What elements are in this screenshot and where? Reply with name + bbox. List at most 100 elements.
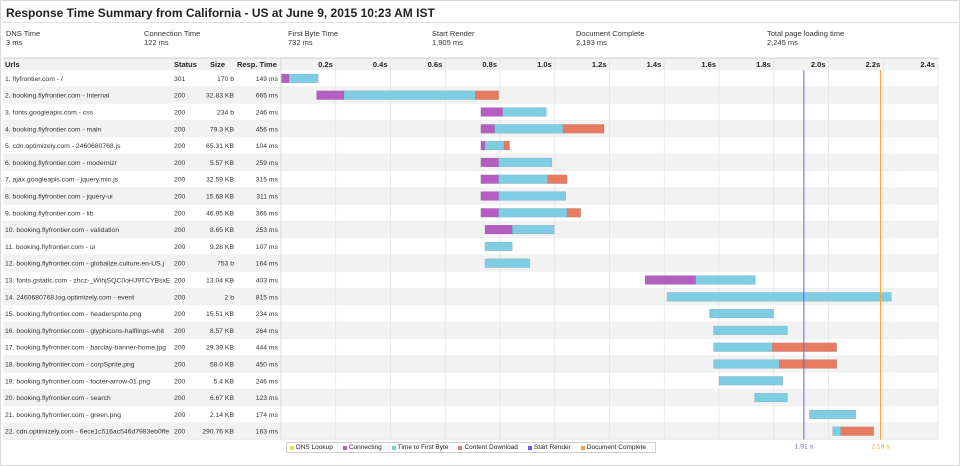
- bar-segment-ttfb: [709, 309, 774, 319]
- bar-segment-ttfb: [498, 191, 566, 201]
- row-size: 9.28 KB: [210, 244, 235, 251]
- table-row: [3, 70, 938, 87]
- bar-segment-connect: [480, 191, 499, 201]
- bar-segment-ttfb: [695, 275, 756, 285]
- summary-connection: Connection Time 122 ms: [144, 29, 200, 47]
- summary-label: DNS Time: [6, 29, 41, 38]
- table-row: [3, 422, 938, 440]
- column-header: Urls: [5, 60, 20, 69]
- row-status: 200: [174, 362, 186, 369]
- row-response-time: 315 ms: [256, 177, 279, 184]
- bar-segment-download: [562, 124, 605, 134]
- row-response-time: 174 ms: [256, 412, 279, 419]
- row-status: 200: [174, 210, 186, 217]
- bar-segment-download: [475, 90, 499, 100]
- row-size: 2.14 KB: [210, 412, 235, 419]
- bar-segment-ttfb: [718, 376, 783, 386]
- legend-label: Time to First Byte: [397, 444, 449, 451]
- legend-label: Document Complete: [586, 444, 647, 451]
- row-url: 6. booking.flyfrontier.com - modernizr: [5, 160, 118, 167]
- summary-value: 2,245 ms: [767, 38, 798, 47]
- row-url: 11. booking.flyfrontier.com - ui: [5, 244, 96, 251]
- bar-segment-ttfb: [498, 208, 568, 218]
- row-response-time: 107 ms: [256, 244, 279, 251]
- row-response-time: 450 ms: [256, 362, 279, 369]
- legend-swatch-ttfb: [391, 445, 396, 450]
- row-response-time: 253 ms: [256, 227, 279, 234]
- row-status: 200: [174, 227, 186, 234]
- x-tick-label: 1.6s: [701, 60, 716, 69]
- summary-label: Document Complete: [576, 29, 645, 38]
- row-status: 200: [174, 244, 186, 251]
- row-url: 19. booking.flyfrontier.com - footer-arr…: [5, 378, 150, 385]
- table-row: [3, 406, 938, 423]
- row-status: 200: [174, 93, 186, 100]
- row-size: 13.04 KB: [206, 278, 234, 285]
- summary-total-load: Total page loading time 2,245 ms: [767, 29, 844, 47]
- summary-value: 732 ms: [288, 38, 313, 47]
- row-status: 200: [174, 278, 186, 285]
- legend-item-dns: DNS Lookup: [290, 444, 333, 451]
- table-row: [3, 187, 938, 205]
- row-status: 200: [174, 345, 186, 352]
- bar-segment-connect: [480, 124, 495, 134]
- legend-swatch-download: [458, 445, 463, 450]
- row-status: 200: [174, 412, 186, 419]
- table-row: [3, 154, 938, 171]
- bar-segment-ttfb: [502, 107, 547, 117]
- bar-segment-connect: [480, 208, 499, 218]
- table-row: [3, 204, 938, 222]
- row-url: 22. cdn.optimizely.com - 6ece1c516ac546d…: [5, 429, 169, 436]
- row-status: 200: [174, 160, 186, 167]
- row-response-time: 123 ms: [256, 395, 279, 402]
- x-tick-label: 2.2s: [866, 60, 881, 69]
- row-url: 15. booking.flyfrontier.com - headerspri…: [5, 311, 142, 318]
- legend-label: DNS Lookup: [296, 444, 333, 451]
- legend-item-download: Content Download: [458, 444, 518, 451]
- row-size: 29.39 KB: [206, 345, 234, 352]
- row-url: 3. fonts.googleapis.com - css: [5, 110, 94, 117]
- row-url: 16. booking.flyfrontier.com - glyphicons…: [5, 328, 164, 335]
- row-size: 234 b: [217, 110, 234, 117]
- bar-segment-ttfb: [498, 157, 553, 168]
- summary-value: 2,193 ms: [576, 38, 607, 47]
- table-row: [3, 338, 938, 356]
- row-size: 170 b: [217, 76, 234, 83]
- x-tick-label: 1.2s: [592, 60, 607, 69]
- row-response-time: 149 ms: [256, 76, 279, 83]
- row-size: 65.31 KB: [206, 143, 234, 150]
- row-url: 8. booking.flyfrontier.com - jquery-ui: [5, 194, 113, 201]
- bar-segment-ttfb: [754, 393, 788, 403]
- summary-value: 1,905 ms: [432, 38, 463, 47]
- bar-segment-ttfb: [343, 90, 476, 100]
- row-url: 17. booking.flyfrontier.com - barclay-ba…: [5, 345, 166, 352]
- marker-label: 1.91 s: [795, 444, 814, 451]
- row-response-time: 246 ms: [256, 378, 279, 385]
- table-row: [3, 137, 938, 154]
- row-response-time: 234 ms: [256, 311, 279, 318]
- row-size: 8.57 KB: [210, 328, 235, 335]
- bar-segment-download: [779, 359, 837, 369]
- bar-segment-download: [840, 426, 874, 436]
- row-url: 9. booking.flyfrontier.com - lib: [5, 210, 94, 217]
- bar-segment-ttfb: [484, 140, 505, 151]
- marker-label: 2.19 s: [871, 444, 890, 451]
- row-response-time: 456 ms: [256, 126, 279, 133]
- table-row: [3, 238, 938, 255]
- table-row: [3, 305, 938, 322]
- row-status: 200: [174, 328, 186, 335]
- row-status: 200: [174, 126, 186, 133]
- header-background: [3, 58, 938, 70]
- chart-legend: DNS Lookup Connecting Time to First Byte…: [286, 442, 656, 453]
- row-size: 15.68 KB: [206, 194, 234, 201]
- row-response-time: 163 ms: [256, 429, 279, 436]
- row-status: 200: [174, 261, 186, 268]
- row-size: 2 b: [225, 294, 235, 301]
- bar-segment-connect: [484, 224, 513, 235]
- table-row: [3, 389, 938, 406]
- summary-value: 3 ms: [6, 38, 23, 47]
- row-response-time: 665 ms: [256, 93, 279, 100]
- row-size: 5.57 KB: [210, 160, 235, 167]
- x-tick-label: 0.6s: [428, 60, 443, 69]
